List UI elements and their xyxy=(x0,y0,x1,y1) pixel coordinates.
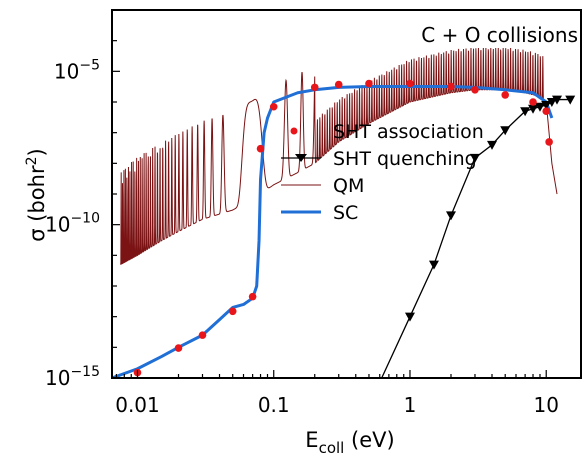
x-axis-label-unit: (eV) xyxy=(344,428,394,452)
sht-quenching-point xyxy=(565,95,576,105)
sht-quenching-point xyxy=(500,126,511,136)
sht-association-point xyxy=(248,292,257,301)
plot-frame xyxy=(111,9,582,379)
title-box xyxy=(400,16,578,48)
sht-association-point xyxy=(256,144,265,153)
sht-association-point xyxy=(174,344,183,352)
series-qm-line xyxy=(120,46,558,266)
series-layer xyxy=(112,46,576,378)
sht-quenching-point xyxy=(428,260,439,270)
sht-quenching-point xyxy=(534,102,545,112)
sht-quenching-point xyxy=(404,312,415,322)
sht-association-point xyxy=(471,85,479,94)
x-axis-label-sub: coll xyxy=(319,439,345,456)
x-axis-label: Ecoll (eV) xyxy=(305,428,394,456)
y-tick-label: 10−15 xyxy=(45,364,100,390)
x-tick-label: 10 xyxy=(533,393,558,417)
legend: SHT association SHT quenching QM SC xyxy=(281,121,484,224)
y-tick-label: 10−10 xyxy=(45,211,100,237)
sht-association-point xyxy=(310,83,319,92)
sht-association-point xyxy=(501,91,510,99)
x-tick-label: 1 xyxy=(404,393,417,417)
y-axis-label-sup: 2 xyxy=(24,156,40,165)
y-axis-label-main: σ (bohr xyxy=(25,165,49,242)
x-tick-label: 0.1 xyxy=(258,393,290,417)
sht-association-point xyxy=(198,331,207,339)
legend-label-sc: SC xyxy=(333,202,358,224)
legend-marker-sht-association xyxy=(290,127,298,135)
sht-quenching-point xyxy=(487,140,498,150)
x-axis-label-main: E xyxy=(305,428,318,452)
sht-association-point xyxy=(447,82,455,91)
sht-quenching-point xyxy=(546,98,557,107)
sht-association-point xyxy=(545,138,553,146)
sht-quenching-point xyxy=(469,153,480,163)
sht-association-point xyxy=(334,80,343,89)
sht-association-point xyxy=(228,307,237,316)
y-axis-label: σ (bohr2) xyxy=(24,148,49,241)
sht-association-point xyxy=(542,107,551,116)
legend-marker-sht-quenching xyxy=(295,154,307,162)
legend-label-sht-association: SHT association xyxy=(333,121,484,143)
series-sc-line xyxy=(112,85,554,378)
sht-quenching-point xyxy=(528,104,539,114)
sht-quenching-point xyxy=(541,100,552,110)
legend-label-qm: QM xyxy=(333,175,364,197)
sht-association-point xyxy=(365,79,373,88)
sht-quenching-point xyxy=(520,107,531,117)
x-tick-label: 0.01 xyxy=(115,393,160,417)
sht-quenching-point xyxy=(552,95,563,105)
y-axis-label-end: ) xyxy=(25,148,49,156)
sht-association-point xyxy=(529,98,537,106)
sht-association-point xyxy=(406,79,414,88)
sht-association-point xyxy=(269,102,278,111)
y-tick-label: 10−5 xyxy=(54,57,100,83)
chart-title: C + O collisions xyxy=(421,23,578,47)
axes-layer: 0.01 0.1 1 10 10−5 10−10 10−15 xyxy=(45,9,559,417)
legend-label-sht-quenching: SHT quenching xyxy=(333,148,477,170)
sht-quenching-point xyxy=(445,211,456,221)
